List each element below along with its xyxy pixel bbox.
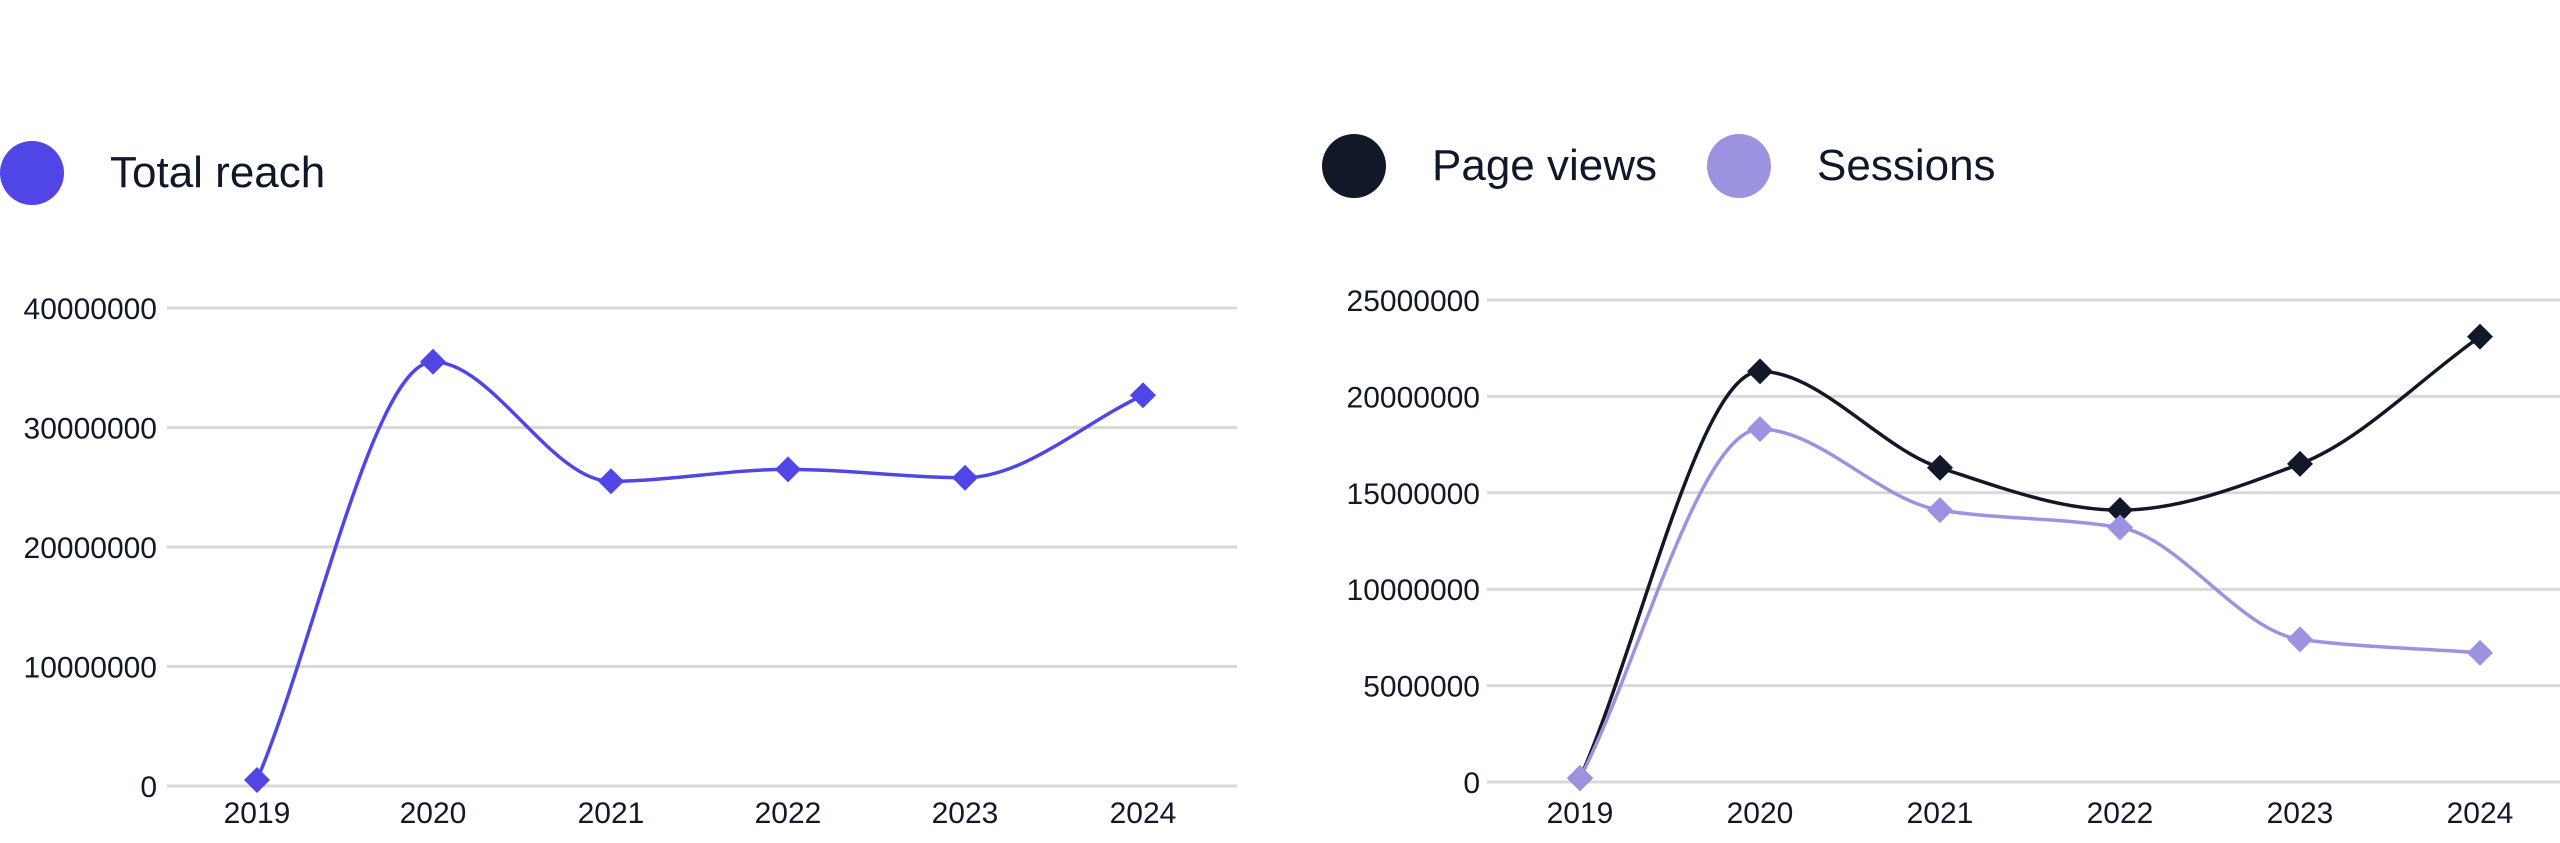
data-point-page-views [1927,454,1953,481]
traffic-y-tick-label: 15000000 [1347,478,1480,511]
data-point-sessions [2107,514,2133,541]
legend-swatch-total-reach [0,141,64,205]
reach-x-tick-label: 2024 [1110,797,1177,830]
data-point-sessions [2467,639,2493,666]
series-line-sessions [1578,427,2481,779]
reach-x-tick-label: 2019 [224,797,291,830]
traffic-y-tick-label: 25000000 [1347,285,1480,318]
series-line-page-views [1578,335,2482,779]
reach-x-tick-label: 2020 [400,797,467,830]
data-point-sessions [1927,497,1953,524]
reach-y-tick-label: 30000000 [24,413,157,446]
data-point-sessions [1747,416,1773,443]
reach-y-tick-label: 40000000 [24,293,157,326]
data-point-sessions [2287,626,2313,653]
data-point-total-reach [244,767,270,794]
data-point-total-reach [1130,382,1156,409]
data-point-page-views [2467,323,2493,350]
traffic-x-tick-label: 2024 [2447,797,2514,830]
legend-swatch-page-views [1322,134,1386,198]
series-line-total-reach [255,360,1144,781]
reach-y-tick-label: 0 [140,771,157,804]
traffic-x-tick-label: 2020 [1727,797,1794,830]
legend-total-reach: Total reach [0,141,375,205]
data-point-total-reach [598,468,624,495]
data-point-sessions [1567,765,1593,792]
reach-x-tick-label: 2023 [932,797,999,830]
data-point-page-views [2107,497,2133,524]
data-point-page-views [2287,450,2313,477]
legend-label-sessions: Sessions [1817,141,1996,190]
reach-x-tick-label: 2022 [755,797,822,830]
data-point-page-views [1747,358,1773,385]
traffic-y-tick-label: 0 [1463,767,1480,800]
traffic-x-tick-label: 2022 [2087,797,2154,830]
data-point-total-reach [952,464,978,491]
traffic-y-tick-label: 10000000 [1347,574,1480,607]
data-point-total-reach [775,456,801,483]
legend-traffic: Page views Sessions [1322,134,2046,198]
traffic-x-tick-label: 2019 [1547,797,1614,830]
traffic-x-tick-label: 2023 [2267,797,2334,830]
data-point-total-reach [420,348,446,375]
reach-y-tick-label: 20000000 [24,532,157,565]
legend-label-total-reach: Total reach [110,148,326,197]
traffic-x-tick-label: 2021 [1907,797,1974,830]
reach-y-tick-label: 10000000 [24,652,157,685]
reach-x-tick-label: 2021 [578,797,645,830]
traffic-y-tick-label: 5000000 [1363,671,1480,704]
traffic-y-tick-label: 20000000 [1347,381,1480,414]
legend-label-page-views: Page views [1432,141,1658,190]
legend-swatch-sessions [1707,134,1772,198]
